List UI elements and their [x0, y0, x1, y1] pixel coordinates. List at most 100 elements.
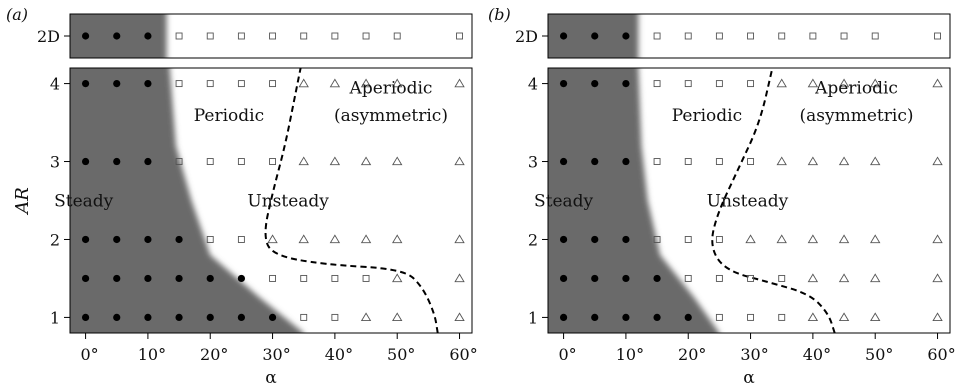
x-tick-label: 0°: [80, 345, 98, 364]
x-tick-label: 20°: [200, 345, 228, 364]
region-label-asymmetric: (asymmetric): [334, 106, 448, 126]
periodic-point: [747, 80, 755, 88]
aperiodic-point: [870, 78, 881, 88]
aperiodic-point: [298, 78, 309, 88]
periodic-point: [684, 158, 692, 165]
aperiodic-point: [298, 156, 309, 166]
periodic-point: [715, 313, 723, 321]
periodic-point-2d: [871, 32, 879, 40]
main-plot-frame: [547, 67, 951, 334]
aperiodic-point: [870, 273, 881, 283]
y-axis-label: AR: [12, 187, 33, 216]
periodic-point-2d: [206, 32, 214, 40]
y-tick-label: 2: [50, 230, 60, 249]
x-tick-label: 40°: [325, 345, 353, 364]
aperiodic-point: [360, 78, 372, 88]
panel-label: (a): [6, 5, 28, 24]
steady-point: [622, 235, 630, 244]
panel-a: 2D Steady Periodic Unsteady Aperiodic (asymme…: [6, 5, 478, 388]
periodic-point-2d: [715, 32, 723, 40]
steady-point-2d: [144, 32, 152, 40]
panel-label: (b): [488, 5, 511, 24]
steady-point: [591, 274, 599, 283]
x-tick-label: 0°: [558, 345, 576, 364]
steady-point: [81, 235, 90, 244]
aperiodic-point: [454, 312, 465, 322]
periodic-point: [206, 158, 214, 165]
steady-point: [591, 313, 599, 322]
x-tick-label: 30°: [262, 345, 290, 364]
steady-point: [113, 157, 121, 166]
periodic-point: [778, 274, 786, 282]
aperiodic-point: [776, 156, 787, 166]
steady-point: [144, 79, 152, 88]
main-plot-frame: [69, 67, 473, 334]
aperiodic-point: [932, 78, 943, 88]
aperiodic-point: [932, 312, 943, 322]
periodic-point: [331, 313, 339, 321]
periodic-point-2d: [237, 32, 245, 40]
aperiodic-point: [838, 78, 850, 88]
aperiodic-point: [932, 234, 943, 244]
steady-point: [175, 235, 183, 244]
aperiodic-point: [454, 156, 465, 166]
periodic-point: [715, 236, 723, 243]
aperiodic-point: [392, 312, 403, 322]
periodic-point-2d: [362, 32, 370, 40]
aperiodic-point: [932, 156, 943, 166]
aperiodic-point: [807, 273, 819, 283]
aperiodic-point: [360, 312, 372, 322]
periodic-point-2d: [809, 32, 817, 40]
periodic-point: [237, 158, 245, 165]
periodic-point: [237, 236, 245, 243]
aperiodic-point: [360, 234, 372, 244]
periodic-point: [684, 80, 692, 88]
tick-label-2d: 2D: [515, 27, 538, 46]
y-tick-label: 3: [528, 153, 538, 172]
periodic-point: [206, 236, 214, 243]
aperiodic-point: [870, 312, 881, 322]
periodic-point-2d: [684, 32, 692, 40]
periodic-point-2d: [331, 32, 339, 40]
periodic-point-2d: [747, 32, 755, 40]
periodic-point: [653, 236, 661, 243]
region-label-steady: Steady: [534, 192, 594, 212]
periodic-point: [778, 313, 786, 321]
steady-point: [81, 157, 90, 166]
y-tick-label: 1: [528, 308, 538, 327]
periodic-point-2d: [934, 32, 941, 40]
periodic-point-2d: [300, 32, 308, 40]
periodic-point-2d: [653, 32, 661, 40]
steady-point: [559, 313, 568, 322]
aperiodic-point: [838, 156, 850, 166]
steady-point: [653, 313, 661, 322]
aperiodic-point: [776, 78, 787, 88]
steady-point: [237, 274, 245, 283]
steady-point: [113, 274, 121, 283]
aperiodic-point: [329, 78, 341, 88]
aperiodic-point: [807, 312, 819, 322]
x-tick-label: 10°: [138, 345, 166, 364]
steady-point: [144, 235, 152, 244]
x-axis-label: α: [743, 368, 755, 388]
periodic-point: [362, 274, 370, 282]
aperiodic-point: [329, 156, 341, 166]
periodic-point: [747, 313, 755, 321]
region-label-periodic: Periodic: [194, 106, 264, 126]
steady-point: [175, 313, 183, 322]
aperiodic-point: [807, 156, 819, 166]
periodic-point-2d: [393, 32, 401, 40]
panel-b: 2D Steady Periodic Unsteady Aperiodic (asymme…: [488, 5, 956, 388]
steady-point: [622, 79, 630, 88]
aperiodic-point: [360, 156, 372, 166]
steady-point: [144, 157, 152, 166]
steady-point: [175, 274, 183, 283]
region-label-unsteady: Unsteady: [707, 192, 789, 212]
steady-point: [559, 157, 568, 166]
steady-point: [591, 79, 599, 88]
region-label-aperiodic: Aperiodic: [349, 78, 433, 98]
y-tick-label: 4: [50, 75, 60, 94]
y-tick-label: 1: [50, 308, 60, 327]
aperiodic-point: [392, 78, 403, 88]
